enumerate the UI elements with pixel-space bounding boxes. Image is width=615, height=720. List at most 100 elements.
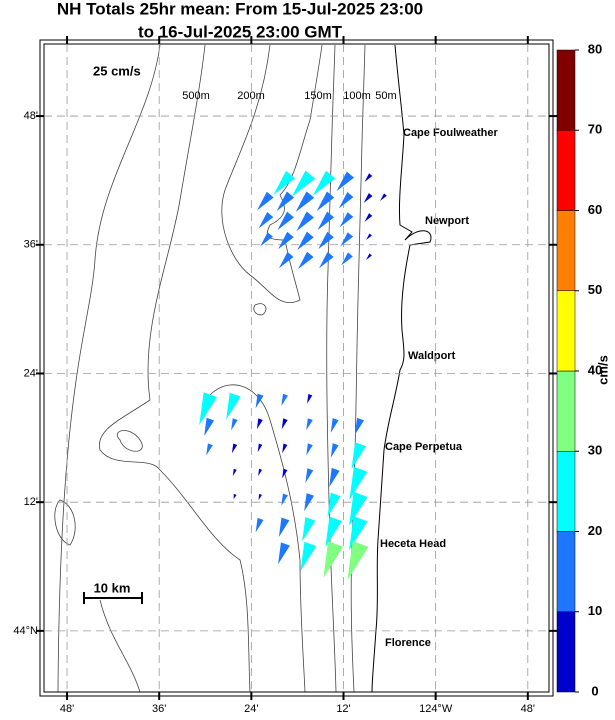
current-vector xyxy=(273,170,295,195)
current-vector xyxy=(366,253,372,260)
current-vector xyxy=(281,418,288,430)
current-vector xyxy=(278,517,290,537)
current-vector xyxy=(349,466,368,500)
current-vector xyxy=(380,193,387,202)
colorbar-bin xyxy=(556,49,576,131)
current-vector xyxy=(317,211,335,231)
current-vector xyxy=(232,468,237,477)
frame xyxy=(43,43,550,693)
current-vector xyxy=(323,541,344,578)
current-vector xyxy=(260,232,273,247)
depth-label: 200m xyxy=(237,90,265,102)
current-vector xyxy=(319,251,334,269)
current-vector xyxy=(278,542,290,565)
colorbar-tick-label: 10 xyxy=(588,603,602,618)
current-vector xyxy=(336,171,355,192)
scale-label: 25 cm/s xyxy=(93,63,141,78)
place-label: Florence xyxy=(385,637,431,649)
depth-label: 50m xyxy=(375,90,396,102)
x-tick-label: 36' xyxy=(152,703,166,715)
current-vector xyxy=(304,493,315,512)
current-vector xyxy=(330,418,339,433)
current-vector xyxy=(278,251,294,269)
current-vector xyxy=(364,173,373,182)
current-vector xyxy=(255,517,264,533)
colorbar-tick-label: 30 xyxy=(588,443,602,458)
current-vector xyxy=(347,541,369,581)
current-vector xyxy=(204,417,215,437)
current-vector xyxy=(257,443,263,453)
current-vector xyxy=(339,212,354,228)
frame-outer xyxy=(39,39,554,697)
current-vector xyxy=(278,231,294,250)
current-vector xyxy=(297,231,314,251)
current-vector xyxy=(363,193,373,203)
current-vector xyxy=(338,192,354,209)
current-vector xyxy=(316,191,335,212)
colorbar-tick-label: 0 xyxy=(591,683,598,698)
current-vector xyxy=(277,211,294,231)
current-vector xyxy=(226,392,241,420)
current-vector xyxy=(305,468,314,483)
current-vector xyxy=(295,191,315,213)
colorbar-tick-label: 20 xyxy=(588,523,602,538)
colorbar-bin xyxy=(556,531,576,612)
current-vector xyxy=(233,493,237,499)
depth-label: 100m xyxy=(343,90,371,102)
colorbar-tick-label: 80 xyxy=(588,41,602,56)
place-label: Waldport xyxy=(408,350,456,362)
current-vector xyxy=(306,443,313,456)
current-vector xyxy=(318,231,334,250)
place-label: Heceta Head xyxy=(380,538,446,550)
current-vector xyxy=(329,467,340,488)
current-vector xyxy=(354,417,365,435)
current-vector xyxy=(206,443,213,456)
depth-label: 150m xyxy=(304,90,332,102)
colorbar-tick-label: 50 xyxy=(588,282,602,297)
current-vector xyxy=(257,191,274,211)
current-vector xyxy=(258,211,274,229)
current-vector xyxy=(282,468,288,479)
current-vector xyxy=(300,541,317,572)
current-vector xyxy=(340,232,354,247)
current-vector xyxy=(302,517,316,542)
current-vector xyxy=(312,170,336,196)
current-vector xyxy=(307,393,313,404)
y-tick-label: 24' xyxy=(24,367,38,379)
x-tick-label: 124°W xyxy=(419,703,453,715)
colorbar-label: cm/s xyxy=(595,355,610,385)
depth-label: 500m xyxy=(182,90,210,102)
colorbar-bin xyxy=(556,210,576,291)
current-vector xyxy=(291,170,316,197)
current-vector xyxy=(297,251,314,270)
title-line: NH Totals 25hr mean: From 15-Jul-2025 23… xyxy=(57,0,423,18)
current-vector xyxy=(281,393,288,406)
current-vector xyxy=(330,443,339,458)
current-vector xyxy=(231,418,238,431)
current-vector xyxy=(351,442,367,470)
y-tick-label: 36' xyxy=(24,239,38,251)
current-vector xyxy=(281,493,288,506)
current-vector xyxy=(256,418,263,430)
current-vector xyxy=(364,213,373,222)
y-tick-label: 44°N xyxy=(13,625,38,637)
current-vector xyxy=(255,393,264,409)
current-vector xyxy=(231,443,238,454)
current-vector xyxy=(276,191,295,212)
current-vector xyxy=(199,392,218,426)
colorbar-tick-label: 60 xyxy=(588,202,602,217)
colorbar-bin xyxy=(556,451,576,532)
colorbar-tick-label: 70 xyxy=(588,122,602,137)
colorbar-bin xyxy=(556,290,576,372)
current-vector xyxy=(282,443,288,454)
colorbar-bin xyxy=(556,370,576,452)
current-vector xyxy=(341,252,353,266)
current-vector xyxy=(296,211,314,232)
x-tick-label: 12' xyxy=(336,703,350,715)
place-label: Cape Foulweather xyxy=(403,127,498,139)
current-vector xyxy=(366,233,372,240)
scale-bar-label: 10 km xyxy=(94,580,131,595)
bathymetry xyxy=(54,44,366,693)
current-vector xyxy=(258,493,262,501)
